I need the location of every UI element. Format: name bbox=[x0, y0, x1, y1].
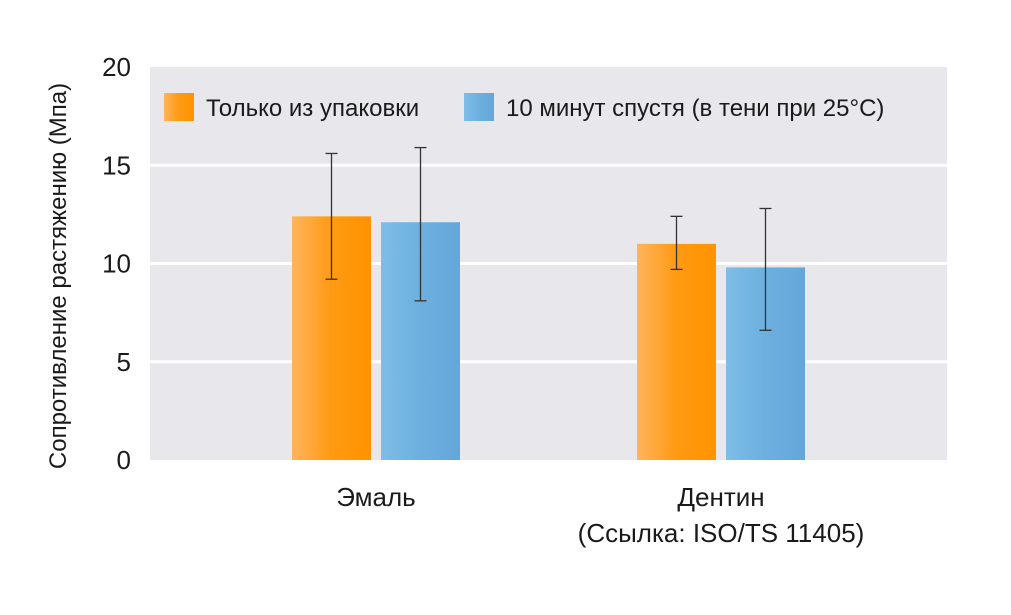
y-tick-label: 10 bbox=[102, 249, 131, 279]
y-tick-label: 0 bbox=[117, 445, 131, 475]
y-tick-label: 15 bbox=[102, 150, 131, 180]
legend-swatch bbox=[164, 93, 194, 121]
legend-label: Только из упаковки bbox=[206, 95, 419, 122]
y-tick-label: 5 bbox=[117, 347, 131, 377]
y-tick-label: 20 bbox=[102, 52, 131, 82]
bar bbox=[637, 243, 716, 460]
y-axis-label: Сопротивление растяжению (Мпа) bbox=[45, 83, 72, 469]
x-category-label: Дентин bbox=[677, 482, 764, 512]
legend-swatch bbox=[464, 93, 494, 121]
legend-label: 10 минут спустя (в тени при 25°C) bbox=[506, 95, 884, 122]
x-category-label: Эмаль bbox=[336, 482, 415, 512]
x-category-label: (Ссылка: ISO/TS 11405) bbox=[578, 518, 865, 548]
